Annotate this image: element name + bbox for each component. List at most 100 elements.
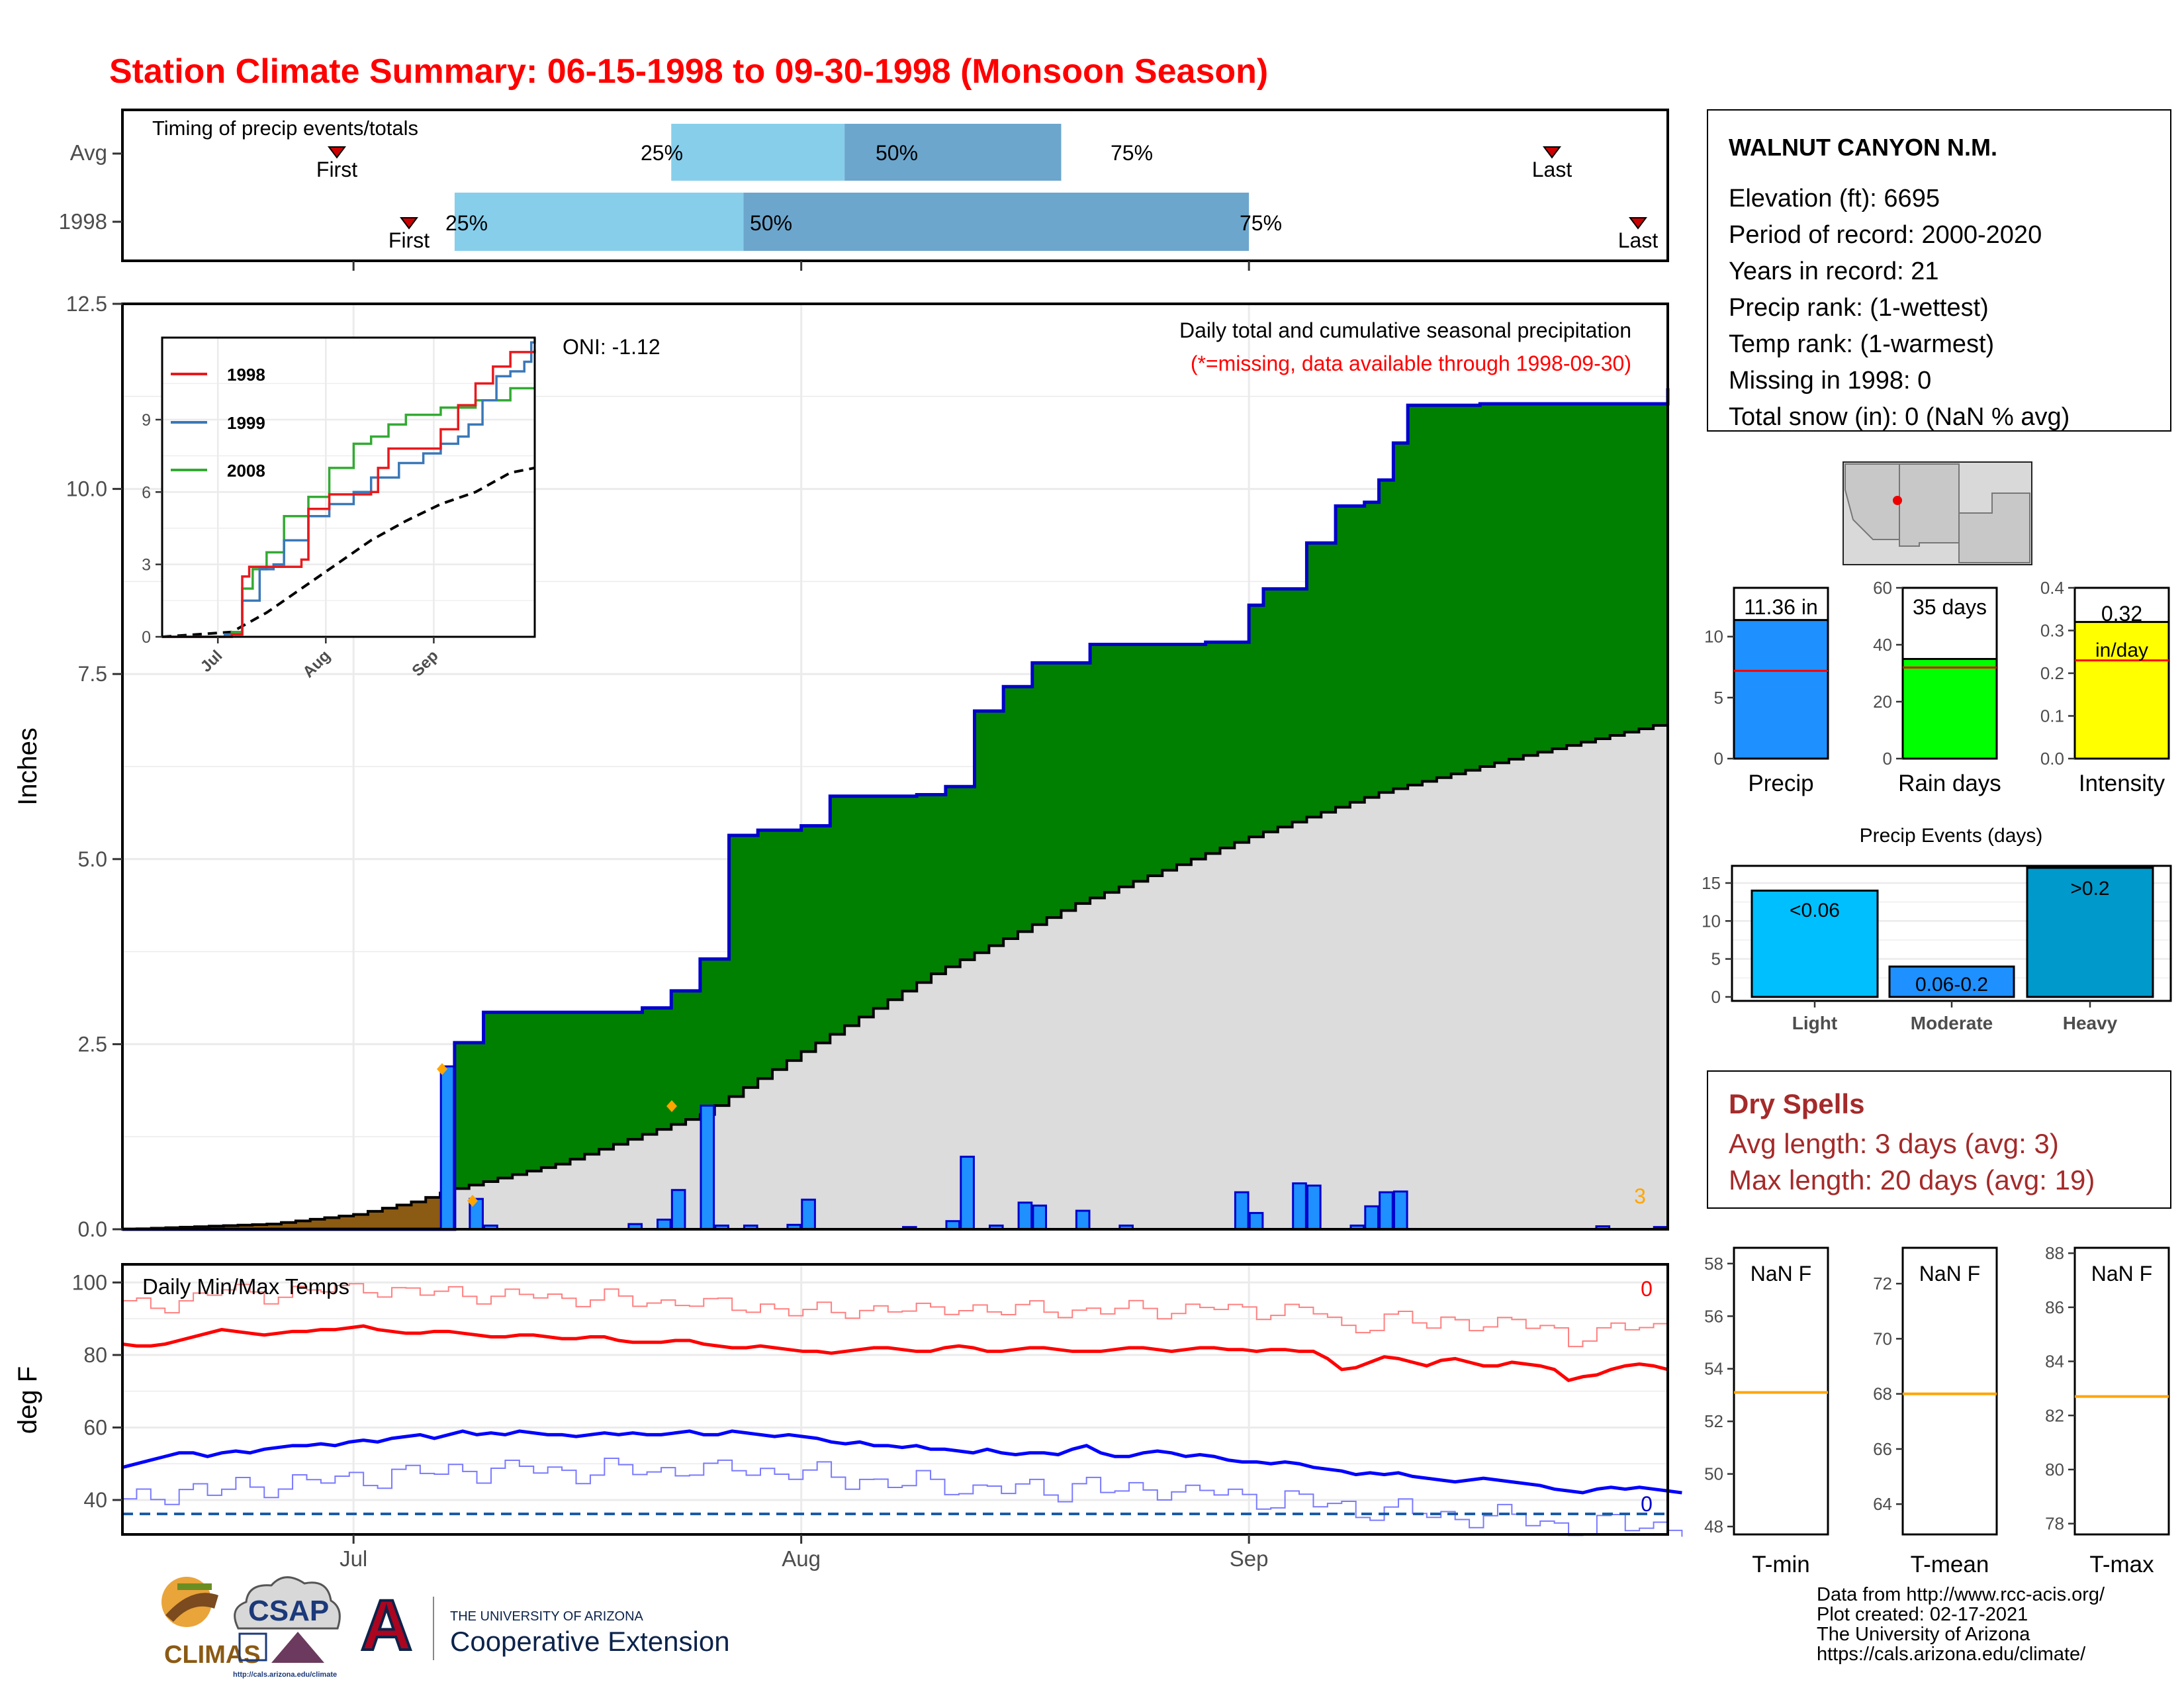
tbox-ytick-label: 54 [1704, 1359, 1723, 1379]
timing-label: Timing of precip events/totals [152, 117, 418, 140]
events-heavy-label: >0.2 [2070, 878, 2109, 900]
climas-bar-icon [177, 1583, 212, 1590]
station-elevation: Elevation (ft): 6695 [1729, 185, 1940, 212]
tbox-ytick-label: 80 [2045, 1460, 2064, 1479]
tbox-ytick-label: 84 [2045, 1352, 2064, 1372]
tbox-ytick-label: 56 [1704, 1306, 1723, 1326]
precip-mini-label: Precip [1748, 771, 1813, 796]
footer-data-source: Data from http://www.rcc-acis.org/ [1817, 1584, 2105, 1605]
precip-y-axis: 0.0 2.5 5.0 7.5 10.0 12.5 [66, 292, 122, 1241]
y1998-p25-label: 25% [445, 211, 488, 235]
mini-ytick-label: 60 [1873, 578, 1892, 598]
events-light-label: <0.06 [1790, 900, 1840, 921]
csap-logo: CSAP http://cals.arizona.edu/climate [233, 1576, 341, 1679]
tbox-ytick-label: 58 [1704, 1254, 1723, 1274]
avg-first-label: First [316, 158, 357, 181]
tbox-ytick-label: 82 [2045, 1405, 2064, 1425]
y1998-last-label: Last [1618, 228, 1659, 252]
mini-ytick-label: 20 [1873, 692, 1892, 712]
avg-p50-label: 50% [876, 141, 918, 165]
precip-ylabel: Inches [13, 727, 42, 806]
tmax-box [2073, 1246, 2170, 1536]
temp-y-axis: 40 60 80 100 [72, 1270, 122, 1512]
station-missing: Missing in 1998: 0 [1729, 367, 1931, 395]
tmin-label: T-min [1752, 1552, 1810, 1577]
csap-cloud-icon [234, 1576, 341, 1630]
tbox-ytick-label: 48 [1704, 1517, 1723, 1536]
avg-first-marker-icon [328, 146, 346, 159]
events-ytick-label: 0 [1711, 987, 1721, 1007]
tbox-ytick-label: 52 [1704, 1411, 1723, 1431]
y1998-first-label: First [388, 228, 430, 252]
station-info: WALNUT CANYON N.M. Elevation (ft): 6695 … [1707, 109, 2171, 432]
month-axis: Jul Aug Sep [340, 1534, 1269, 1571]
dry-spells-title: Dry Spells [1729, 1088, 1864, 1119]
raindays-mini-value: 35 days [1913, 595, 1987, 619]
csap-grid-icon [238, 1632, 267, 1662]
daily-min-temp-line [122, 1429, 1682, 1495]
daily-precip-bar [1032, 1204, 1048, 1231]
diamond-marker-icon [437, 1063, 447, 1075]
average-cumulative-area [122, 722, 1668, 1229]
mini-ytick-label: 0.4 [2040, 578, 2064, 598]
avg-p75-label: 75% [1111, 141, 1153, 165]
inset-1999-line [162, 338, 536, 638]
station-period: Period of record: 2000-2020 [1729, 221, 2042, 249]
precip-ytick-label: 0.0 [78, 1217, 107, 1241]
mini-ytick-label: 5 [1714, 688, 1723, 708]
avg-last-marker-icon [1543, 146, 1561, 159]
temp-panel-bg [122, 1264, 1668, 1534]
daily-precip-bar [439, 1065, 455, 1231]
daily-precip-bar [1392, 1190, 1408, 1231]
inset-1998-line [162, 350, 536, 638]
diamond-marker-icon [666, 1100, 677, 1112]
station-precip-rank: Precip rank: (1-wettest) [1729, 294, 1989, 322]
mini-ytick-label: 0.3 [2040, 621, 2064, 641]
footer-plot-created: Plot created: 02-17-2021 [1817, 1604, 2028, 1625]
map-state-texas [1958, 492, 2030, 563]
avg-bar-25-50 [671, 124, 845, 181]
tmean-label: T-mean [1911, 1552, 1989, 1577]
inset-legend-1998: 1998 [227, 365, 265, 385]
ua-logo: A THE UNIVERSITY OF ARIZONA Cooperative … [359, 1583, 730, 1666]
precip-mini-bar [1733, 619, 1829, 760]
inset-2008-line [162, 387, 535, 638]
tbox-ytick-label: 88 [2045, 1243, 2064, 1263]
timing-panel: Timing of precip events/totals Avg 1998 … [59, 109, 1669, 271]
mini-ytick-label: 10 [1704, 627, 1723, 647]
intensity-mini-bar [2073, 621, 2170, 760]
tmean-box [1901, 1246, 1998, 1536]
inset-legend-1999: 1999 [227, 413, 265, 433]
y1998-p75-label: 75% [1240, 211, 1282, 235]
inset-frame [161, 336, 536, 638]
ua-university-text: THE UNIVERSITY OF ARIZONA [450, 1609, 644, 1624]
daily-precip-bar [700, 1104, 715, 1231]
events-moderate-label: 0.06-0.2 [1915, 974, 1988, 996]
timing-grid [352, 261, 1250, 271]
inset-ytick-label: 6 [142, 483, 151, 502]
dry-spells-box: Dry Spells Avg length: 3 days (avg: 3) M… [1707, 1070, 2171, 1209]
raindays-mini-axis: 0 20 40 60 [1873, 578, 1903, 769]
daily-precip-bar [670, 1189, 686, 1231]
tbox-ytick-label: 78 [2045, 1514, 2064, 1534]
temp-ytick-label: 40 [83, 1488, 107, 1512]
inset-ytick-label: 9 [142, 411, 151, 430]
station-temp-rank: Temp rank: (1-warmest) [1729, 330, 1994, 358]
oni-label: ONI: -1.12 [563, 335, 660, 359]
daily-precip-bar [1248, 1211, 1264, 1231]
y1998-last-marker-icon [1629, 217, 1647, 230]
tbox-ytick-label: 86 [2045, 1297, 2064, 1317]
mini-ytick-label: 0 [1714, 749, 1723, 769]
locator-map [1843, 461, 2032, 565]
precip-ytick-label: 7.5 [78, 662, 107, 686]
precip-events-chart: Precip Events (days) <0.06 0.06-0.2 >0.2… [1702, 825, 2172, 1033]
station-location-marker-icon [1893, 496, 1902, 505]
daily-max-temp-line [122, 1324, 1668, 1382]
precip-mini-value: 11.36 in [1744, 595, 1818, 619]
inset-legend-2008: 2008 [227, 461, 265, 481]
daily-precip-bar [1306, 1184, 1322, 1231]
events-bar-moderate [1888, 965, 2015, 998]
timing-row-1998: 1998 [59, 209, 107, 234]
dry-spells-avg: Avg length: 3 days (avg: 3) [1729, 1128, 2059, 1159]
